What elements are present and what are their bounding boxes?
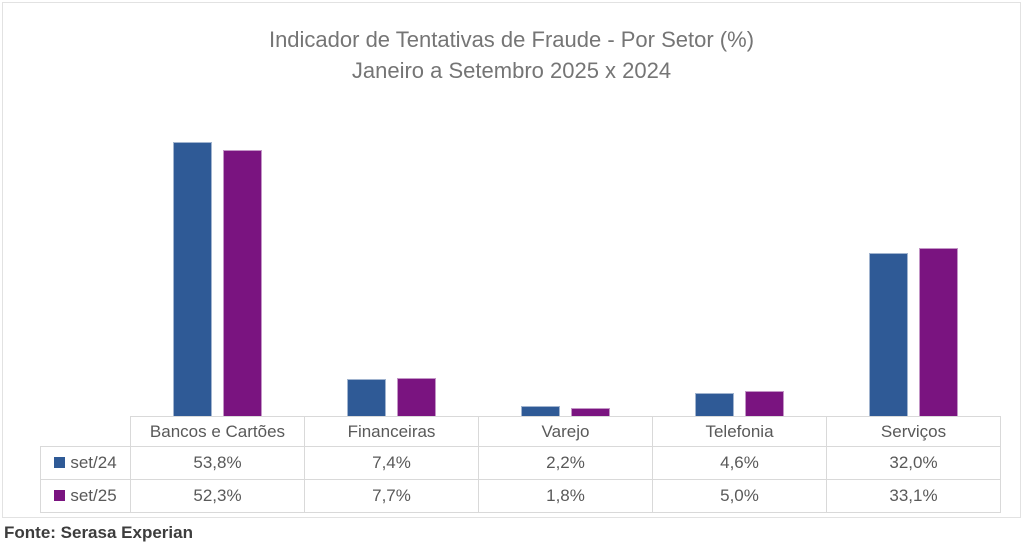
table-row-set24: set/24 53,8% 7,4% 2,2% 4,6% 32,0% (40, 446, 1001, 480)
column-header-varejo: Varejo (478, 416, 653, 447)
legend-marker-set25-icon (54, 490, 66, 502)
legend-cell-set24: set/24 (40, 446, 131, 480)
bar-set-24-servicos (869, 253, 908, 417)
column-header-telefonia: Telefonia (652, 416, 827, 447)
value-cell-set25-servicos: 33,1% (826, 479, 1001, 513)
table-header-row: Bancos e Cartões Financeiras Varejo Tele… (40, 416, 1001, 447)
bar-set-25-servicos (919, 248, 958, 417)
table-corner-cell (40, 416, 131, 447)
legend-entry-set24: set/24 (54, 452, 117, 473)
source-note: Fonte: Serasa Experian (4, 523, 193, 542)
chart-title-line2: Janeiro a Setembro 2025 x 2024 (351, 58, 672, 83)
chart-title-line1: Indicador de Tentativas de Fraude - Por … (268, 27, 755, 52)
legend-cell-set25: set/25 (40, 479, 131, 513)
bar-set-25-financeiras (397, 378, 436, 417)
bar-set-25-telefonia (745, 391, 784, 417)
value-cell-set24-telefonia: 4,6% (652, 446, 827, 480)
value-cell-set24-bancos: 53,8% (130, 446, 305, 480)
legend-entry-set25: set/25 (54, 485, 117, 506)
legend-label-set25: set/25 (70, 485, 117, 505)
value-cell-set24-financeiras: 7,4% (304, 446, 479, 480)
value-cell-set25-financeiras: 7,7% (304, 479, 479, 513)
legend-marker-set24-icon (54, 457, 66, 469)
chart-title: Indicador de Tentativas de Fraude - Por … (3, 3, 1020, 86)
column-header-bancos-e-cartoes: Bancos e Cartões (130, 416, 305, 447)
table-row-set25: set/25 52,3% 7,7% 1,8% 5,0% 33,1% (40, 479, 1001, 513)
value-cell-set25-telefonia: 5,0% (652, 479, 827, 513)
chart-panel: Indicador de Tentativas de Fraude - Por … (2, 2, 1021, 518)
value-cell-set24-varejo: 2,2% (478, 446, 653, 480)
value-cell-set25-varejo: 1,8% (478, 479, 653, 513)
data-table: Bancos e Cartões Financeiras Varejo Tele… (40, 416, 1001, 513)
value-cell-set24-servicos: 32,0% (826, 446, 1001, 480)
column-header-financeiras: Financeiras (304, 416, 479, 447)
value-cell-set25-bancos: 52,3% (130, 479, 305, 513)
plot-area (3, 3, 1020, 517)
bar-set-24-telefonia (695, 393, 734, 417)
bar-set-24-bancos-e-cartoes (173, 142, 212, 417)
column-header-servicos: Serviços (826, 416, 1001, 447)
bar-set-24-financeiras (347, 379, 386, 417)
legend-label-set24: set/24 (70, 452, 117, 472)
bar-set-25-bancos-e-cartoes (223, 150, 262, 417)
